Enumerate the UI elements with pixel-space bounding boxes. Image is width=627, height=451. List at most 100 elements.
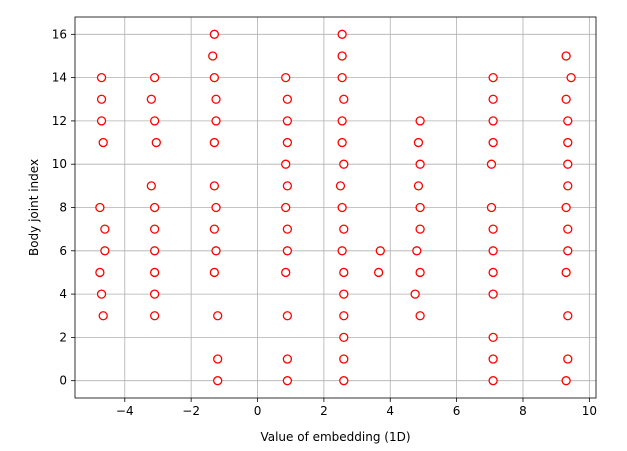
points-layer <box>95 29 576 386</box>
data-point <box>211 246 221 256</box>
data-point <box>282 246 293 256</box>
data-point <box>96 116 107 126</box>
data-point <box>281 72 291 83</box>
data-point <box>415 311 425 321</box>
y-tick-label: 6 <box>59 244 67 258</box>
ticks-layer: −4 −2 0 2 4 6 8 10 0 2 4 6 8 10 12 14 16 <box>52 27 597 418</box>
data-point <box>339 224 349 234</box>
data-point <box>339 289 349 299</box>
data-point <box>488 116 498 126</box>
y-tick-label: 0 <box>59 374 67 388</box>
data-point <box>375 246 385 256</box>
data-point <box>149 311 160 321</box>
data-point <box>561 376 571 386</box>
data-point <box>151 137 161 148</box>
data-point <box>561 202 571 213</box>
data-point <box>282 311 293 321</box>
y-tick-label: 8 <box>59 201 67 215</box>
data-point <box>282 376 293 386</box>
data-point <box>100 246 110 256</box>
data-point <box>337 137 347 148</box>
data-point <box>486 202 497 213</box>
data-point <box>209 267 220 278</box>
data-point <box>209 29 220 39</box>
data-point <box>146 181 156 191</box>
data-point <box>281 267 291 278</box>
x-tick-label: 4 <box>386 404 394 418</box>
data-point <box>563 354 573 364</box>
data-point <box>415 159 425 169</box>
y-tick-label: 4 <box>59 287 67 301</box>
data-point <box>282 224 293 234</box>
data-point <box>211 202 221 213</box>
data-point <box>488 289 498 299</box>
data-point <box>95 202 105 213</box>
data-point <box>563 159 573 169</box>
data-point <box>337 72 347 83</box>
data-point <box>563 137 573 148</box>
x-tick-label: 6 <box>453 404 461 418</box>
data-point <box>488 354 498 364</box>
data-point <box>563 181 573 191</box>
grid-layer <box>75 17 596 398</box>
data-point <box>410 289 420 299</box>
data-point <box>373 267 384 278</box>
data-point <box>415 224 425 234</box>
data-point <box>337 246 347 256</box>
data-point <box>337 29 347 39</box>
data-point <box>209 137 220 148</box>
data-point <box>563 224 573 234</box>
data-point <box>413 181 424 191</box>
data-point <box>488 246 498 256</box>
data-point <box>95 267 105 278</box>
x-tick-label: 8 <box>519 404 527 418</box>
data-point <box>213 354 223 364</box>
data-point <box>339 94 349 104</box>
data-point <box>339 376 349 386</box>
data-point <box>337 116 347 126</box>
data-point <box>561 94 571 104</box>
data-point <box>96 72 107 83</box>
data-point <box>213 376 223 386</box>
data-point <box>488 72 498 83</box>
data-point <box>566 72 576 83</box>
data-point <box>209 224 220 234</box>
data-point <box>282 116 293 126</box>
data-point <box>415 116 425 126</box>
data-point <box>146 94 156 104</box>
data-point <box>282 354 293 364</box>
data-point <box>563 311 573 321</box>
data-point <box>96 94 107 104</box>
data-point <box>412 246 422 256</box>
data-point <box>282 181 293 191</box>
data-point <box>98 137 108 148</box>
data-point <box>149 224 160 234</box>
data-point <box>96 289 107 299</box>
data-point <box>149 267 160 278</box>
data-point <box>488 224 498 234</box>
x-tick-label: 2 <box>320 404 328 418</box>
y-tick-label: 10 <box>52 157 67 171</box>
data-point <box>561 51 571 61</box>
x-tick-label: −4 <box>116 404 134 418</box>
data-point <box>563 246 573 256</box>
data-point <box>339 332 349 343</box>
data-point <box>488 267 498 278</box>
data-point <box>149 246 160 256</box>
x-tick-label: 10 <box>582 404 597 418</box>
data-point <box>209 72 220 83</box>
data-point <box>281 159 291 169</box>
x-axis-title: Value of embedding (1D) <box>260 430 410 444</box>
data-point <box>337 51 347 61</box>
data-point <box>488 376 498 386</box>
data-point <box>339 267 349 278</box>
data-point <box>149 202 160 213</box>
y-tick-label: 16 <box>52 27 67 41</box>
x-tick-label: 0 <box>254 404 262 418</box>
data-point <box>282 137 293 148</box>
data-point <box>413 137 424 148</box>
data-point <box>488 94 498 104</box>
data-point <box>209 181 220 191</box>
